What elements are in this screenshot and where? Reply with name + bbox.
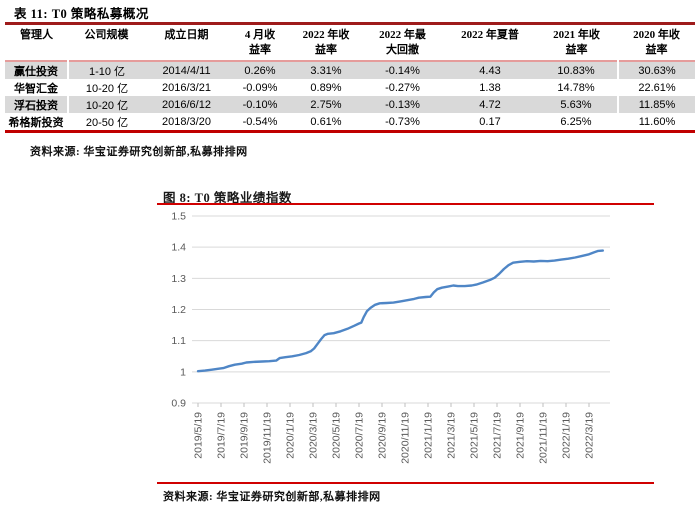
manager-name-cell: 赢仕投资 [5, 61, 69, 79]
table-source-note: 资料来源: 华宝证券研究创新部,私募排排网 [30, 146, 248, 158]
x-axis-label: 2020/1/19 [285, 412, 297, 459]
column-header: 2021 年收 益率 [553, 29, 600, 56]
value-cell: 0.26% [244, 64, 276, 77]
x-axis-label: 2021/7/19 [492, 412, 504, 459]
column-header: 2022 年夏普 [461, 29, 519, 41]
column-header: 管理人 [20, 29, 53, 41]
value-cell: 0.61% [310, 115, 342, 128]
y-axis-label: 1.4 [171, 242, 186, 254]
x-axis-label: 2019/5/19 [193, 412, 205, 459]
manager-name-cell: 浮石投资 [5, 96, 69, 113]
table-title: 表 11: T0 策略私募概况 [14, 7, 149, 21]
column-header: 公司规模 [84, 29, 129, 41]
header-row: 管理人 公司规模 成立日期 4 月收 益率 2022 年收 益率 2022 年最 大回撤 2022… [5, 24, 695, 61]
x-axis-label: 2021/3/19 [446, 412, 458, 459]
column-header: 成立日期 [164, 29, 209, 41]
value-cell: 14.78% [557, 81, 595, 94]
x-axis-label: 2020/7/19 [354, 412, 366, 459]
x-axis-label: 2021/1/19 [423, 412, 435, 459]
value-cell: 10.83% [557, 64, 595, 77]
value-cell: 2016/6/12 [162, 98, 211, 111]
value-cell: 10-20 亿 [85, 99, 129, 112]
value-cell: -0.73% [385, 115, 420, 128]
chart-title: 图 8: T0 策略业绩指数 [163, 191, 292, 205]
chart-top-rule [157, 203, 654, 205]
value-cell: -0.10% [242, 98, 278, 111]
y-axis-label: 1.5 [171, 211, 186, 223]
value-cell: 2014/4/11 [162, 64, 211, 77]
chart-source-note: 资料来源: 华宝证券研究创新部,私募排排网 [163, 491, 381, 503]
value-cell: 4.43 [479, 64, 501, 77]
value-cell: 22.61% [617, 79, 695, 96]
manager-name-cell: 希格斯投资 [5, 113, 69, 132]
value-cell: 2016/3/21 [162, 81, 211, 94]
fund-overview-table: 管理人 公司规模 成立日期 4 月收 益率 2022 年收 益率 2022 年最 大回撤 2022… [5, 22, 695, 133]
y-axis-label: 1 [180, 366, 186, 378]
x-axis-label: 2020/3/19 [308, 412, 320, 459]
column-header: 2022 年最 大回撤 [379, 29, 426, 56]
column-header: 2020 年收 益率 [633, 29, 680, 56]
table-header: 管理人 公司规模 成立日期 4 月收 益率 2022 年收 益率 2022 年最 大回撤 2022… [5, 24, 695, 61]
manager-name-cell: 华智汇金 [5, 79, 69, 96]
value-cell: 2018/3/20 [162, 115, 211, 128]
x-axis-label: 2021/11/19 [538, 412, 550, 464]
value-cell: 6.25% [560, 115, 592, 128]
value-cell: 1-10 亿 [88, 65, 126, 78]
value-cell: -0.54% [242, 115, 278, 128]
x-axis-label: 2019/7/19 [216, 412, 228, 459]
value-cell: 20-50 亿 [85, 116, 129, 129]
y-axis-label: 1.2 [171, 304, 186, 316]
value-cell: 30.63% [617, 61, 695, 79]
y-axis-label: 1.1 [171, 335, 186, 347]
value-cell: 1.38 [479, 81, 501, 94]
chart-bottom-rule [157, 482, 654, 484]
y-axis-label: 1.3 [171, 273, 186, 285]
x-axis-label: 2021/9/19 [515, 412, 527, 459]
value-cell: -0.13% [385, 98, 420, 111]
value-cell: 2.75% [310, 98, 342, 111]
x-axis-label: 2021/5/19 [469, 412, 481, 459]
value-cell: 4.72 [479, 98, 501, 111]
table-row: 浮石投资 10-20 亿 2016/6/12 -0.10% 2.75% -0.13% 4.7… [5, 96, 695, 113]
x-axis-label: 2019/11/19 [262, 412, 274, 464]
value-cell: 10-20 亿 [85, 82, 129, 95]
table-row: 希格斯投资 20-50 亿 2018/3/20 -0.54% 0.61% -0.73% 0.… [5, 113, 695, 132]
column-header: 4 月收 益率 [244, 29, 276, 56]
table-row: 赢仕投资 1-10 亿 2014/4/11 0.26% 3.31% -0.14% 4.43 1… [5, 61, 695, 79]
value-cell: 5.63% [560, 98, 592, 111]
y-axis-label: 0.9 [171, 398, 186, 410]
value-cell: -0.14% [385, 64, 420, 77]
index-line-series [196, 249, 604, 373]
column-header: 2022 年收 益率 [302, 29, 350, 56]
value-cell: 0.89% [310, 81, 342, 94]
x-axis-label: 2020/5/19 [331, 412, 343, 459]
value-cell: 0.17 [479, 115, 501, 128]
value-cell: 11.60% [617, 113, 695, 132]
table-body: 赢仕投资 1-10 亿 2014/4/11 0.26% 3.31% -0.14% 4.43 1… [5, 61, 695, 132]
x-axis-label: 2020/9/19 [377, 412, 389, 459]
performance-line-chart: 1.5 1.4 1.3 1.2 1.1 1 0.9 2019/5/19 2019/7/19 201… [171, 211, 610, 464]
x-axis-label: 2022/3/19 [584, 412, 596, 459]
value-cell: -0.09% [242, 81, 278, 94]
x-axis-label: 2019/9/19 [239, 412, 251, 459]
table-row: 华智汇金 10-20 亿 2016/3/21 -0.09% 0.89% -0.27% 1.3… [5, 79, 695, 96]
value-cell: -0.27% [385, 81, 420, 94]
value-cell: 11.85% [617, 96, 695, 113]
x-axis-label: 2022/1/19 [561, 412, 573, 459]
x-axis-label: 2020/11/19 [400, 412, 412, 464]
value-cell: 3.31% [310, 64, 342, 77]
chart-section: 图 8: T0 策略业绩指数 1.5 1.4 1.3 1.2 1.1 1 0.9 2019/5… [155, 186, 657, 508]
